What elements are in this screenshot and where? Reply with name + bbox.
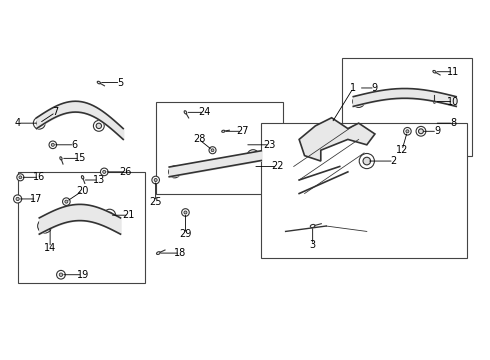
Ellipse shape bbox=[310, 224, 315, 228]
Ellipse shape bbox=[97, 81, 100, 84]
Text: 27: 27 bbox=[236, 126, 248, 136]
Circle shape bbox=[154, 179, 157, 181]
Circle shape bbox=[356, 99, 362, 104]
Text: 17: 17 bbox=[30, 194, 43, 204]
Text: 9: 9 bbox=[372, 83, 378, 93]
Text: 15: 15 bbox=[74, 153, 86, 163]
Circle shape bbox=[353, 95, 365, 107]
Circle shape bbox=[172, 169, 177, 175]
Circle shape bbox=[169, 166, 181, 178]
Text: 9: 9 bbox=[434, 126, 440, 136]
Circle shape bbox=[38, 219, 52, 233]
Circle shape bbox=[406, 130, 409, 133]
Text: 11: 11 bbox=[447, 67, 460, 77]
Text: 3: 3 bbox=[310, 240, 316, 250]
Polygon shape bbox=[299, 118, 375, 161]
Circle shape bbox=[247, 150, 259, 162]
Text: 23: 23 bbox=[263, 140, 275, 150]
Text: 5: 5 bbox=[118, 77, 123, 87]
Text: 2: 2 bbox=[391, 156, 397, 166]
Circle shape bbox=[100, 168, 108, 176]
Circle shape bbox=[416, 126, 426, 136]
Text: 24: 24 bbox=[198, 107, 211, 117]
Circle shape bbox=[16, 197, 19, 201]
Text: 14: 14 bbox=[44, 243, 56, 253]
Circle shape bbox=[51, 143, 54, 146]
Circle shape bbox=[59, 273, 63, 276]
Circle shape bbox=[63, 198, 70, 206]
Circle shape bbox=[209, 147, 216, 154]
Circle shape bbox=[33, 117, 45, 129]
Text: 7: 7 bbox=[52, 107, 59, 117]
Ellipse shape bbox=[433, 71, 436, 73]
Circle shape bbox=[19, 176, 22, 179]
Bar bbox=[18, 172, 145, 283]
Circle shape bbox=[94, 121, 104, 131]
Text: 18: 18 bbox=[174, 248, 186, 258]
Bar bbox=[261, 123, 467, 258]
Circle shape bbox=[103, 170, 106, 174]
Text: 1: 1 bbox=[350, 83, 356, 93]
Text: 20: 20 bbox=[76, 186, 89, 196]
Circle shape bbox=[418, 129, 423, 134]
Text: 8: 8 bbox=[450, 118, 457, 128]
Text: 25: 25 bbox=[149, 197, 162, 207]
Text: 19: 19 bbox=[76, 270, 89, 280]
Circle shape bbox=[41, 222, 48, 230]
Circle shape bbox=[182, 209, 189, 216]
Circle shape bbox=[14, 195, 22, 203]
Circle shape bbox=[96, 123, 101, 129]
Circle shape bbox=[152, 176, 159, 184]
Circle shape bbox=[211, 149, 214, 152]
Ellipse shape bbox=[156, 252, 160, 255]
Circle shape bbox=[104, 209, 116, 221]
Circle shape bbox=[57, 270, 65, 279]
Text: 6: 6 bbox=[72, 140, 77, 150]
Text: 12: 12 bbox=[396, 145, 408, 155]
Text: 10: 10 bbox=[447, 96, 460, 107]
Circle shape bbox=[184, 211, 187, 214]
Text: 28: 28 bbox=[193, 134, 205, 144]
Bar bbox=[343, 58, 472, 156]
Text: 16: 16 bbox=[33, 172, 46, 182]
Circle shape bbox=[17, 174, 24, 181]
Text: 26: 26 bbox=[120, 167, 132, 177]
Circle shape bbox=[363, 157, 370, 165]
Text: 29: 29 bbox=[179, 229, 192, 239]
Circle shape bbox=[36, 120, 42, 126]
Text: 22: 22 bbox=[271, 162, 284, 171]
Ellipse shape bbox=[184, 111, 187, 114]
Circle shape bbox=[359, 153, 374, 168]
Ellipse shape bbox=[81, 176, 84, 179]
Circle shape bbox=[65, 200, 68, 203]
Bar bbox=[156, 102, 283, 194]
Circle shape bbox=[404, 127, 411, 135]
Circle shape bbox=[49, 141, 57, 149]
Circle shape bbox=[107, 212, 113, 218]
Ellipse shape bbox=[60, 157, 62, 160]
Ellipse shape bbox=[433, 100, 436, 103]
Circle shape bbox=[250, 153, 256, 159]
Text: 13: 13 bbox=[93, 175, 105, 185]
Ellipse shape bbox=[222, 130, 225, 132]
Text: 4: 4 bbox=[15, 118, 21, 128]
Text: 21: 21 bbox=[122, 210, 135, 220]
